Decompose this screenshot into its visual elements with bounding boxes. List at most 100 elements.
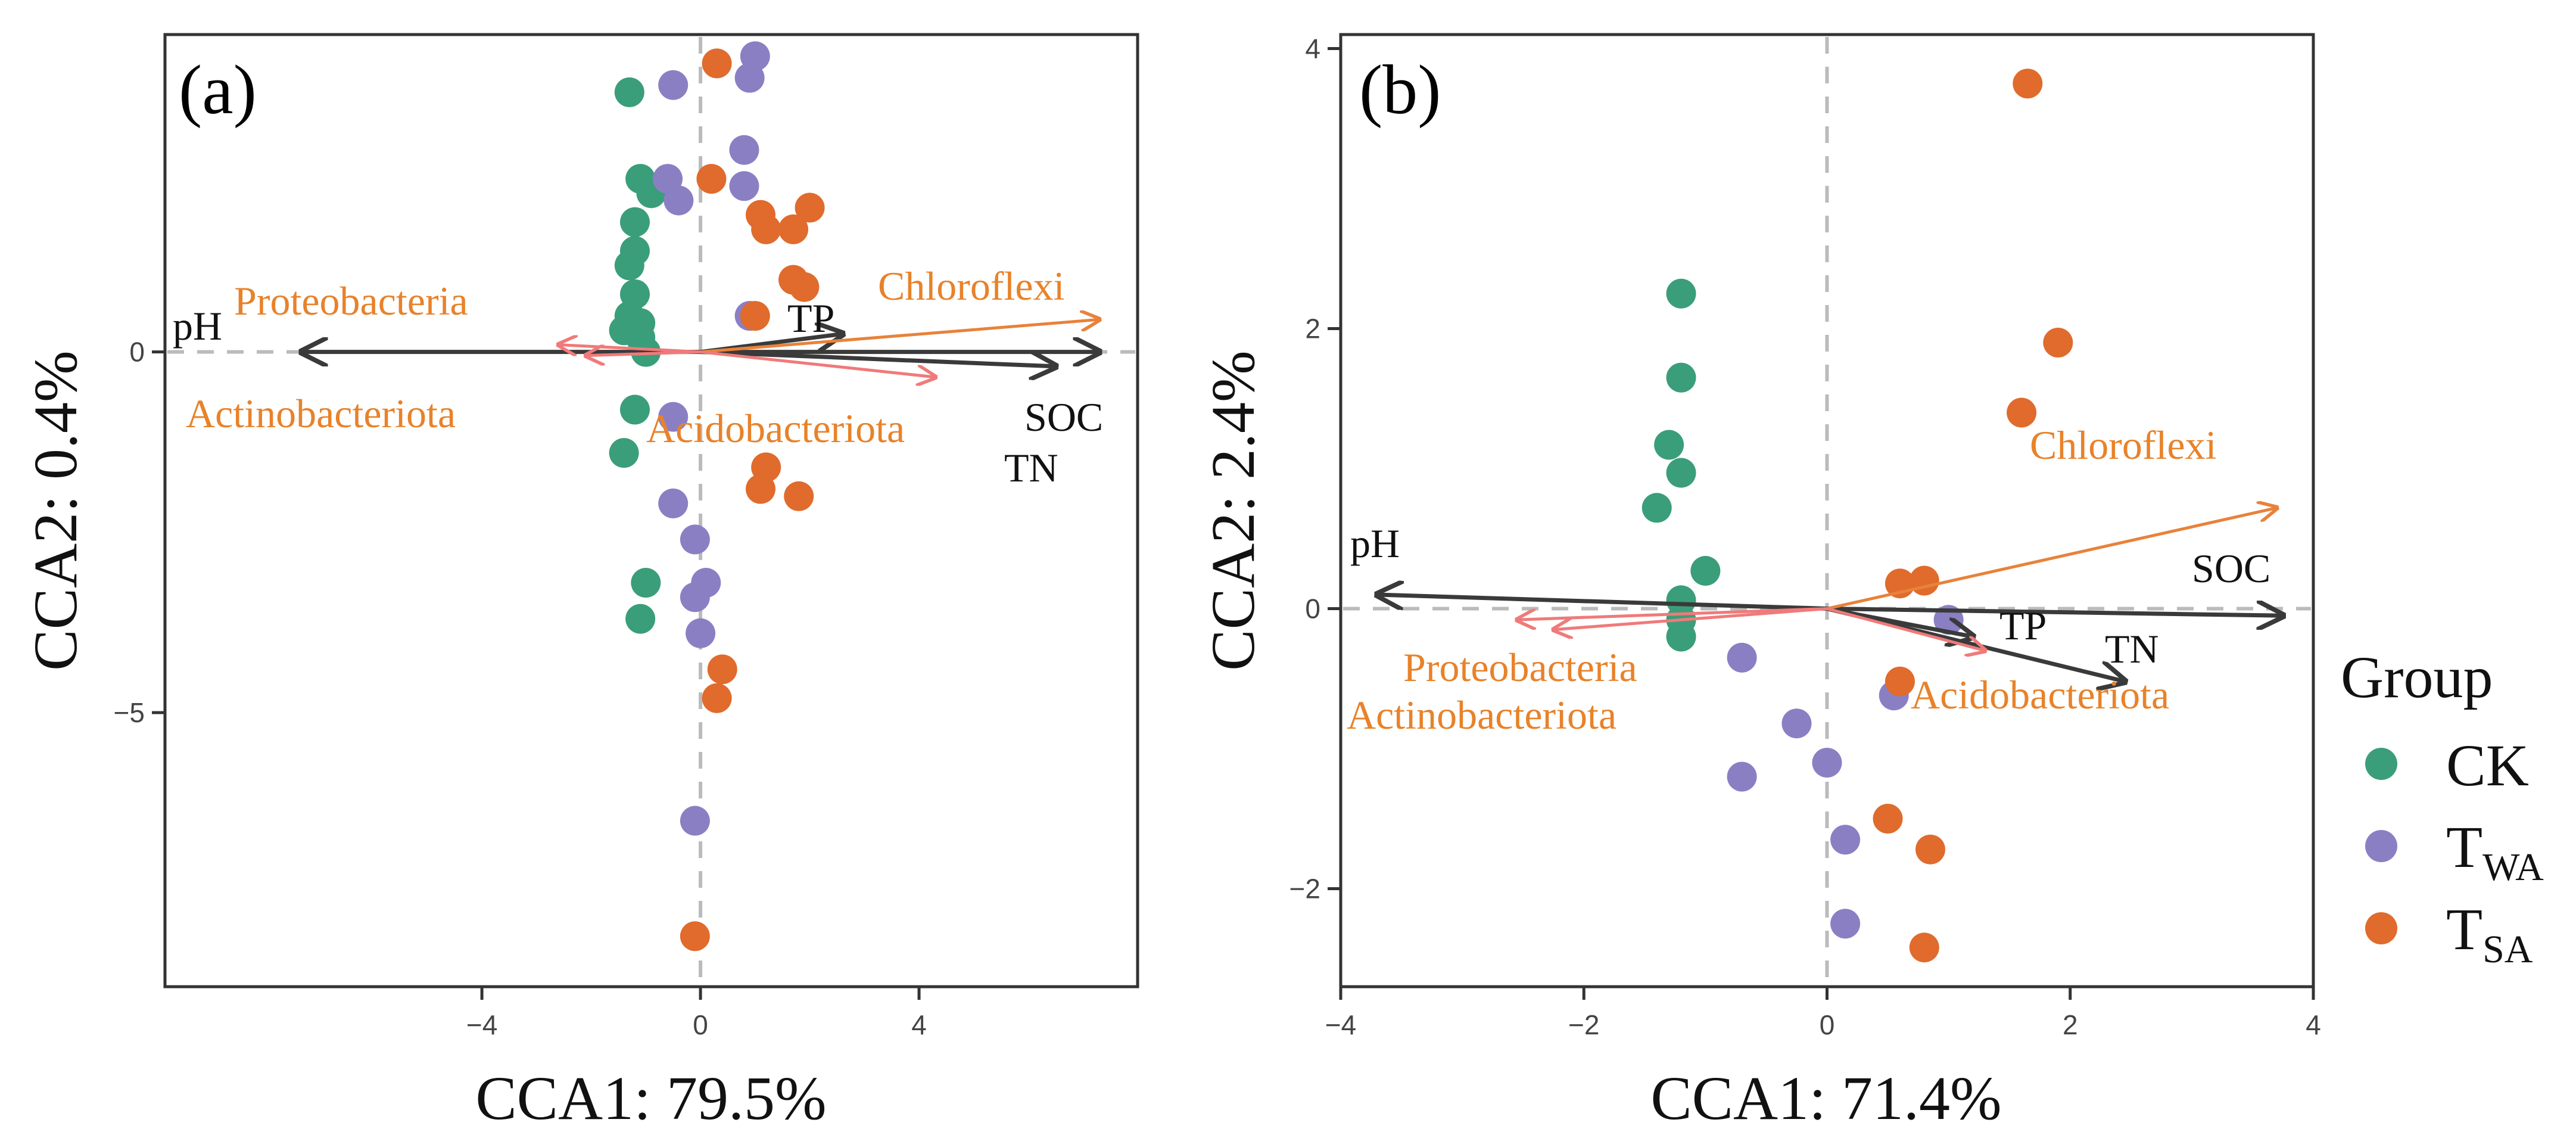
x-tick-label: 4: [911, 1009, 927, 1040]
panel-a-arrow-label-acidobacteriota: Acidobacteriota: [646, 406, 905, 451]
point-tsa: [696, 164, 727, 194]
panel-b-arrow-label-soc: SOC: [2192, 546, 2270, 591]
arrow-acidobacteriota: [699, 350, 935, 377]
panel-a-arrow-label-proteobacteria: Proteobacteria: [234, 278, 468, 324]
arrow-chloroflexi: [699, 319, 1099, 354]
point-ck: [1690, 556, 1721, 586]
point-tsa: [702, 48, 732, 79]
point-twa: [1727, 761, 1757, 792]
panel-a-arrow-label-chloroflexi: Chloroflexi: [878, 263, 1065, 309]
legend-label-twa: TWA: [2446, 814, 2544, 889]
point-tsa: [751, 214, 781, 244]
point-ck: [1666, 458, 1696, 488]
legend-label-ck: CK: [2446, 732, 2529, 798]
panel-b-points: [1641, 69, 2073, 963]
point-ck: [609, 438, 639, 468]
point-twa: [1727, 642, 1757, 673]
point-ck: [631, 568, 661, 598]
point-twa: [664, 185, 694, 216]
point-tsa: [784, 481, 814, 511]
point-ck: [614, 250, 644, 281]
panel-a-arrow-label-actinobacteriota: Actinobacteriota: [186, 391, 456, 436]
point-tsa: [1873, 804, 1903, 834]
panel-b-arrows: [1377, 508, 2283, 681]
panel-b-arrow-label-proteobacteria: Proteobacteria: [1403, 645, 1637, 690]
panel-b-arrow-label-actinobacteriota: Actinobacteriota: [1347, 692, 1616, 738]
point-tsa: [778, 214, 809, 244]
point-ck: [625, 604, 656, 634]
x-tick-label: −4: [1325, 1009, 1356, 1040]
legend: Group CK TWA TSA: [2341, 644, 2544, 971]
arrow-chloroflexi: [1826, 508, 2277, 610]
panel-b-ticks: −4 −2 0 2 4 −2 0 2 4: [1289, 33, 2321, 1041]
point-twa: [1781, 708, 1812, 739]
panel-a-x-axis-title: CCA1: 79.5%: [475, 1064, 826, 1133]
point-ck: [1654, 430, 1684, 460]
point-ck: [1641, 493, 1672, 523]
panel-a-label: (a): [179, 51, 257, 129]
panel-b-x-axis-title: CCA1: 71.4%: [1650, 1064, 2001, 1133]
point-twa: [680, 524, 710, 555]
point-tsa: [2007, 397, 2037, 428]
arrow-actinobacteriota: [585, 352, 702, 356]
arrow-tn: [698, 350, 1055, 366]
legend-title: Group: [2341, 644, 2493, 710]
legend-label-tsa: TSA: [2446, 896, 2533, 971]
y-tick-label: 2: [1305, 313, 1320, 344]
point-tsa: [795, 192, 825, 223]
arrow-actinobacteriota: [1553, 607, 1829, 630]
arrow-ph: [1377, 595, 1829, 611]
panel-b-label: (b): [1359, 51, 1441, 129]
point-tsa: [745, 474, 775, 504]
point-twa: [680, 806, 710, 836]
x-tick-label: 0: [693, 1009, 708, 1040]
point-ck: [1666, 362, 1696, 393]
panel-b-arrow-label-tp: TP: [1999, 603, 2047, 648]
point-tsa: [2013, 69, 2043, 99]
point-twa: [686, 618, 716, 648]
point-tsa: [707, 654, 737, 685]
y-tick-label: 4: [1305, 33, 1320, 64]
point-ck: [619, 394, 650, 425]
point-twa: [734, 63, 765, 93]
point-tsa: [680, 921, 710, 952]
legend-marker-twa: [2365, 830, 2397, 862]
panel-b-arrow-label-ph: pH: [1350, 521, 1400, 566]
point-twa: [658, 402, 689, 432]
point-ck: [1666, 278, 1696, 309]
y-tick-label: 0: [129, 337, 145, 368]
legend-marker-tsa: [2365, 912, 2397, 944]
panel-a-frame: [163, 33, 1139, 988]
x-tick-label: 0: [1820, 1009, 1835, 1040]
point-twa: [658, 488, 689, 518]
point-tsa: [702, 683, 732, 713]
point-tsa: [2043, 328, 2073, 358]
legend-marker-ck: [2365, 748, 2397, 780]
x-tick-label: 2: [2063, 1009, 2078, 1040]
panel-a: −4 0 4 −5 0 (a) CCA1: 79.5% CCA2: 0.4% pH TP…: [21, 33, 1139, 1133]
point-twa: [658, 70, 689, 100]
point-twa: [1830, 909, 1861, 939]
y-tick-label: −5: [114, 697, 145, 728]
panel-b-arrow-label-tn: TN: [2105, 626, 2159, 672]
arrow-proteobacteria: [559, 345, 702, 352]
panel-b-arrow-label-acidobacteriota: Acidobacteriota: [1911, 672, 2169, 717]
y-tick-label: −2: [1289, 873, 1320, 904]
point-twa: [680, 582, 710, 613]
panel-a-arrow-label-tn: TN: [1004, 445, 1058, 490]
point-tsa: [740, 301, 770, 331]
panel-a-arrow-label-ph: pH: [173, 303, 222, 349]
x-tick-label: 4: [2306, 1009, 2321, 1040]
arrow-soc: [1825, 609, 2283, 616]
point-twa: [1812, 748, 1842, 778]
arrow-acidobacteriota: [1826, 607, 1985, 651]
panel-a-ticks: −4 0 4 −5 0: [114, 337, 927, 1040]
point-ck: [619, 207, 650, 237]
point-twa: [1830, 825, 1861, 855]
x-tick-label: −4: [466, 1009, 497, 1040]
point-tsa: [1915, 834, 1946, 865]
panel-a-y-axis-title: CCA2: 0.4%: [21, 350, 90, 670]
point-twa: [729, 135, 759, 165]
panel-a-arrow-label-tp: TP: [787, 296, 834, 341]
